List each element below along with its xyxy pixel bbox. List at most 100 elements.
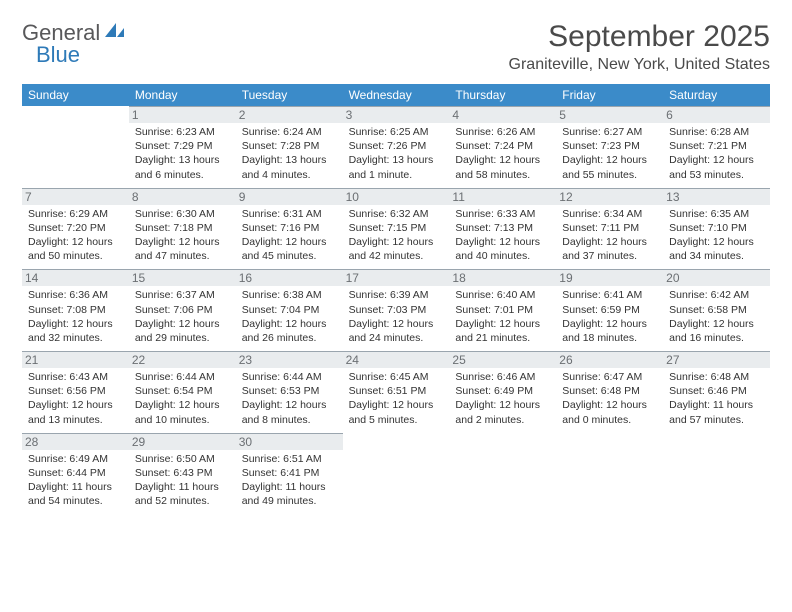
day-number: 11 <box>449 189 556 205</box>
day-details: Sunrise: 6:33 AMSunset: 7:13 PMDaylight:… <box>455 207 550 264</box>
day-detail-line: and 34 minutes. <box>669 249 764 263</box>
day-detail-line: Sunset: 7:15 PM <box>349 221 444 235</box>
calendar-cell <box>343 433 450 515</box>
month-title: September 2025 <box>509 20 770 54</box>
day-detail-line: Sunset: 7:24 PM <box>455 139 550 153</box>
day-header-fri: Friday <box>556 84 663 106</box>
day-detail-line: Daylight: 12 hours <box>28 317 123 331</box>
day-details: Sunrise: 6:47 AMSunset: 6:48 PMDaylight:… <box>562 370 657 427</box>
day-detail-line: Sunset: 7:01 PM <box>455 303 550 317</box>
day-detail-line: Daylight: 12 hours <box>562 317 657 331</box>
day-detail-line: Daylight: 12 hours <box>242 235 337 249</box>
day-detail-line: and 24 minutes. <box>349 331 444 345</box>
week-row: 21Sunrise: 6:43 AMSunset: 6:56 PMDayligh… <box>22 351 770 433</box>
calendar-cell: 29Sunrise: 6:50 AMSunset: 6:43 PMDayligh… <box>129 433 236 515</box>
day-number: 7 <box>22 189 129 205</box>
day-header-mon: Monday <box>129 84 236 106</box>
day-detail-line: and 57 minutes. <box>669 413 764 427</box>
day-detail-line: Sunrise: 6:31 AM <box>242 207 337 221</box>
location: Graniteville, New York, United States <box>509 56 770 74</box>
day-detail-line: Daylight: 12 hours <box>135 317 230 331</box>
day-detail-line: Sunrise: 6:28 AM <box>669 125 764 139</box>
day-detail-line: Daylight: 12 hours <box>669 317 764 331</box>
week-row: 28Sunrise: 6:49 AMSunset: 6:44 PMDayligh… <box>22 433 770 515</box>
day-detail-line: and 13 minutes. <box>28 413 123 427</box>
day-details: Sunrise: 6:26 AMSunset: 7:24 PMDaylight:… <box>455 125 550 182</box>
day-detail-line: Sunrise: 6:29 AM <box>28 207 123 221</box>
day-detail-line: Sunrise: 6:48 AM <box>669 370 764 384</box>
day-number: 8 <box>129 189 236 205</box>
day-detail-line: Daylight: 12 hours <box>455 153 550 167</box>
calendar-cell: 7Sunrise: 6:29 AMSunset: 7:20 PMDaylight… <box>22 188 129 270</box>
day-details: Sunrise: 6:25 AMSunset: 7:26 PMDaylight:… <box>349 125 444 182</box>
day-detail-line: and 26 minutes. <box>242 331 337 345</box>
calendar-cell: 16Sunrise: 6:38 AMSunset: 7:04 PMDayligh… <box>236 269 343 351</box>
calendar-cell: 6Sunrise: 6:28 AMSunset: 7:21 PMDaylight… <box>663 106 770 188</box>
day-detail-line: Daylight: 12 hours <box>28 398 123 412</box>
day-detail-line: Daylight: 13 hours <box>349 153 444 167</box>
day-detail-line: Daylight: 12 hours <box>349 317 444 331</box>
day-details: Sunrise: 6:48 AMSunset: 6:46 PMDaylight:… <box>669 370 764 427</box>
calendar-cell: 11 Sunrise: 6:33 AMSunset: 7:13 PMDayligh… <box>449 188 556 270</box>
day-detail-line: Sunset: 7:11 PM <box>562 221 657 235</box>
day-detail-line: Sunrise: 6:46 AM <box>455 370 550 384</box>
calendar-cell: 10Sunrise: 6:32 AMSunset: 7:15 PMDayligh… <box>343 188 450 270</box>
day-details: Sunrise: 6:44 AMSunset: 6:53 PMDaylight:… <box>242 370 337 427</box>
calendar-cell: 27Sunrise: 6:48 AMSunset: 6:46 PMDayligh… <box>663 351 770 433</box>
day-details: Sunrise: 6:23 AMSunset: 7:29 PMDaylight:… <box>135 125 230 182</box>
day-details: Sunrise: 6:45 AMSunset: 6:51 PMDaylight:… <box>349 370 444 427</box>
day-detail-line: Sunrise: 6:45 AM <box>349 370 444 384</box>
day-detail-line: Sunrise: 6:50 AM <box>135 452 230 466</box>
calendar-cell: 26Sunrise: 6:47 AMSunset: 6:48 PMDayligh… <box>556 351 663 433</box>
day-detail-line: Sunset: 7:03 PM <box>349 303 444 317</box>
day-detail-line: Sunset: 6:44 PM <box>28 466 123 480</box>
day-number: 18 <box>449 270 556 286</box>
day-detail-line: Daylight: 13 hours <box>135 153 230 167</box>
calendar-cell <box>663 433 770 515</box>
day-detail-line: and 47 minutes. <box>135 249 230 263</box>
day-detail-line: Sunrise: 6:47 AM <box>562 370 657 384</box>
day-detail-line: and 29 minutes. <box>135 331 230 345</box>
calendar-cell: 8Sunrise: 6:30 AMSunset: 7:18 PMDaylight… <box>129 188 236 270</box>
week-row: 1Sunrise: 6:23 AMSunset: 7:29 PMDaylight… <box>22 106 770 188</box>
day-detail-line: and 1 minute. <box>349 168 444 182</box>
day-details: Sunrise: 6:46 AMSunset: 6:49 PMDaylight:… <box>455 370 550 427</box>
day-detail-line: and 42 minutes. <box>349 249 444 263</box>
day-detail-line: and 52 minutes. <box>135 494 230 508</box>
day-detail-line: Sunrise: 6:25 AM <box>349 125 444 139</box>
day-number: 3 <box>343 107 450 123</box>
day-detail-line: and 53 minutes. <box>669 168 764 182</box>
day-details: Sunrise: 6:35 AMSunset: 7:10 PMDaylight:… <box>669 207 764 264</box>
day-details: Sunrise: 6:41 AMSunset: 6:59 PMDaylight:… <box>562 288 657 345</box>
day-detail-line: and 4 minutes. <box>242 168 337 182</box>
day-details: Sunrise: 6:31 AMSunset: 7:16 PMDaylight:… <box>242 207 337 264</box>
day-details: Sunrise: 6:49 AMSunset: 6:44 PMDaylight:… <box>28 452 123 509</box>
week-row: 14Sunrise: 6:36 AMSunset: 7:08 PMDayligh… <box>22 269 770 351</box>
day-number: 6 <box>663 107 770 123</box>
day-detail-line: Sunset: 6:53 PM <box>242 384 337 398</box>
day-detail-line: and 49 minutes. <box>242 494 337 508</box>
day-number: 13 <box>663 189 770 205</box>
day-header-row: Sunday Monday Tuesday Wednesday Thursday… <box>22 84 770 106</box>
day-detail-line: and 37 minutes. <box>562 249 657 263</box>
calendar-cell <box>22 106 129 188</box>
day-detail-line: Sunrise: 6:43 AM <box>28 370 123 384</box>
day-detail-line: Daylight: 12 hours <box>455 398 550 412</box>
day-detail-line: Sunrise: 6:33 AM <box>455 207 550 221</box>
day-detail-line: Daylight: 12 hours <box>349 398 444 412</box>
day-detail-line: Sunrise: 6:40 AM <box>455 288 550 302</box>
calendar-cell: 1Sunrise: 6:23 AMSunset: 7:29 PMDaylight… <box>129 106 236 188</box>
day-detail-line: Sunrise: 6:39 AM <box>349 288 444 302</box>
day-header-thu: Thursday <box>449 84 556 106</box>
day-details: Sunrise: 6:36 AMSunset: 7:08 PMDaylight:… <box>28 288 123 345</box>
day-number: 20 <box>663 270 770 286</box>
calendar-cell: 28Sunrise: 6:49 AMSunset: 6:44 PMDayligh… <box>22 433 129 515</box>
day-detail-line: Daylight: 12 hours <box>455 235 550 249</box>
day-detail-line: Sunset: 7:23 PM <box>562 139 657 153</box>
day-detail-line: Sunrise: 6:36 AM <box>28 288 123 302</box>
day-detail-line: Sunset: 6:43 PM <box>135 466 230 480</box>
day-number: 5 <box>556 107 663 123</box>
day-detail-line: Sunrise: 6:32 AM <box>349 207 444 221</box>
day-detail-line: Sunrise: 6:34 AM <box>562 207 657 221</box>
day-number: 30 <box>236 434 343 450</box>
